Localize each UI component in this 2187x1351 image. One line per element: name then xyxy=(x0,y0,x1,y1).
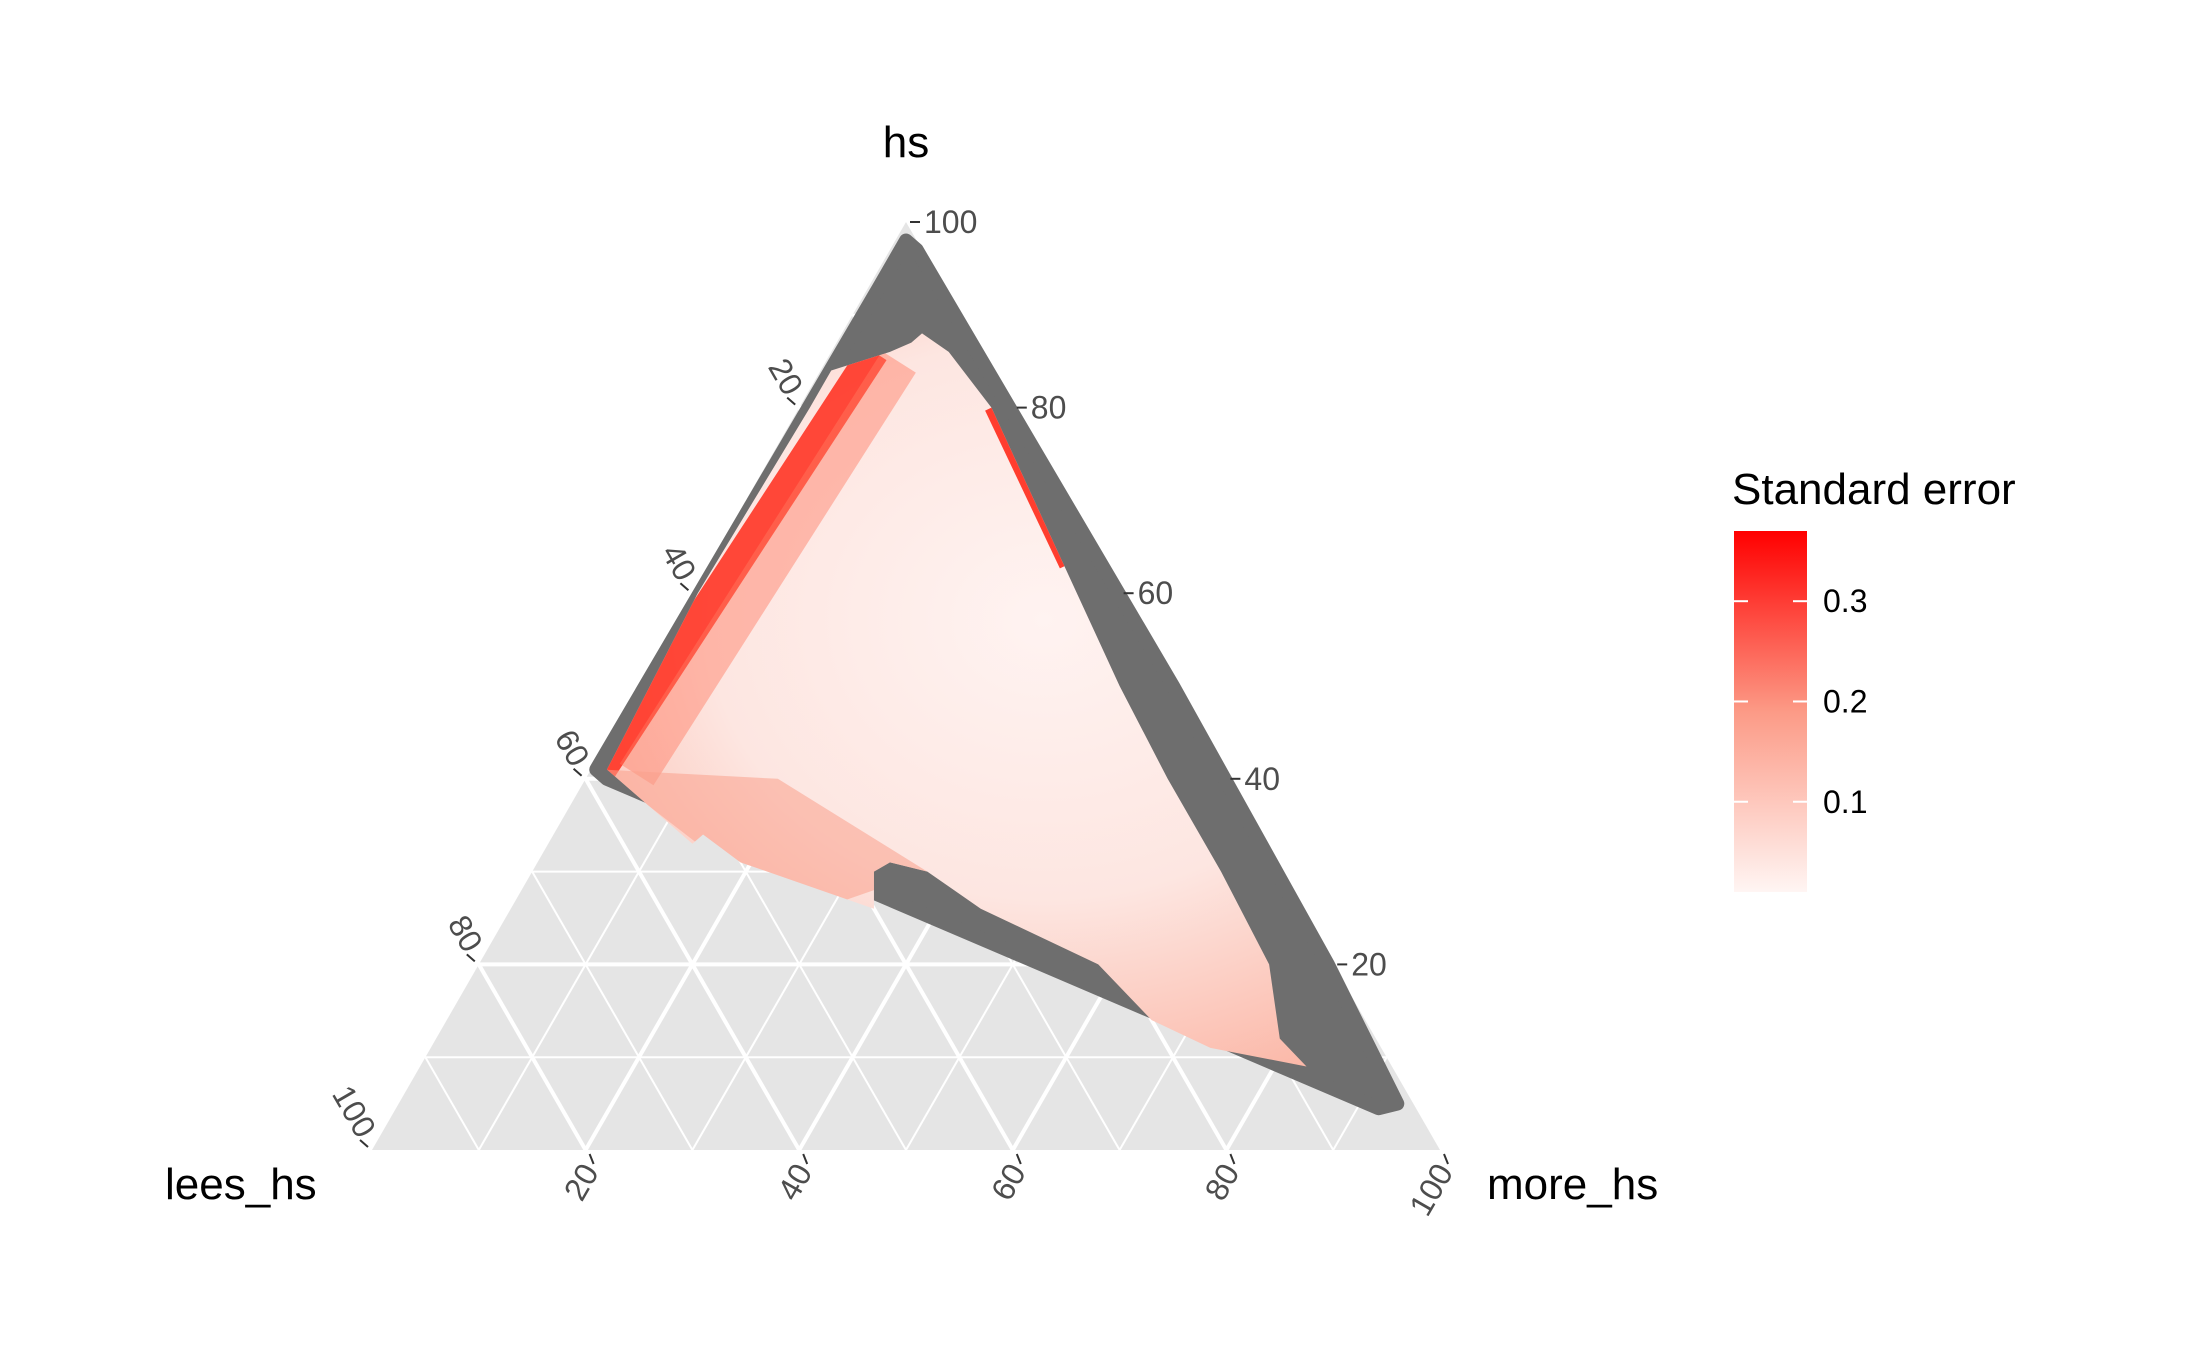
right-axis-tick-100 xyxy=(1443,1153,1449,1165)
grid-line-left-90 xyxy=(424,1056,480,1151)
legend-title: Standard error xyxy=(1732,465,2016,514)
top-axis-title: hs xyxy=(883,118,929,167)
right-axis-tick-20 xyxy=(588,1153,595,1165)
left-axis-tick-80 xyxy=(466,953,476,963)
top-axis-tick-label-60: 60 xyxy=(1138,575,1174,611)
legend-label-0.2: 0.2 xyxy=(1823,683,1867,719)
grid-line-left-80 xyxy=(477,963,588,1151)
right-axis-tick-60 xyxy=(1015,1153,1022,1165)
grid-line-left-60 xyxy=(583,777,801,1151)
top-axis-tick-label-100: 100 xyxy=(924,204,977,240)
top-axis-tick-label-80: 80 xyxy=(1031,390,1067,426)
legend-label-0.1: 0.1 xyxy=(1823,784,1867,820)
right-axis-tick-label-100: 100 xyxy=(1402,1158,1460,1222)
left-axis-tick-label-80: 80 xyxy=(441,909,490,958)
left-axis-tick-label-40: 40 xyxy=(655,538,704,587)
top-axis-tick-label-20: 20 xyxy=(1351,946,1387,982)
right-axis-tick-label-80: 80 xyxy=(1197,1158,1246,1207)
right-axis-tick-label-40: 40 xyxy=(770,1158,819,1207)
left-edge-halo xyxy=(619,351,916,786)
right-axis-tick-40 xyxy=(802,1153,809,1165)
left-axis-tick-100 xyxy=(359,1139,369,1148)
right-axis-title: more_hs xyxy=(1487,1160,1658,1209)
left-axis-tick-20 xyxy=(786,396,796,406)
left-axis-tick-label-60: 60 xyxy=(548,723,597,772)
left-edge-high-se xyxy=(606,343,887,778)
left-axis-tick-label-100: 100 xyxy=(325,1079,383,1143)
left-axis-tick-60 xyxy=(572,768,583,777)
left-axis-tick-40 xyxy=(679,582,690,591)
legend-label-0.3: 0.3 xyxy=(1823,583,1867,619)
legend-breaks: 0.1 0.2 0.3 xyxy=(1734,583,1867,820)
left-axis-title: lees_hs xyxy=(165,1160,317,1209)
legend: Standard error 0.1 0.2 0.3 xyxy=(1732,465,2016,892)
left-axis-tick-label-20: 20 xyxy=(761,352,810,401)
right-axis-tick-80 xyxy=(1229,1153,1236,1165)
grid-line-left-70 xyxy=(531,871,694,1151)
top-axis-tick-label-40: 40 xyxy=(1244,761,1280,797)
legend-colorbar xyxy=(1734,531,1807,892)
right-axis-tick-label-60: 60 xyxy=(984,1158,1033,1207)
lower-salmon-zone xyxy=(606,769,928,918)
right-axis-tick-label-20: 20 xyxy=(557,1158,606,1207)
